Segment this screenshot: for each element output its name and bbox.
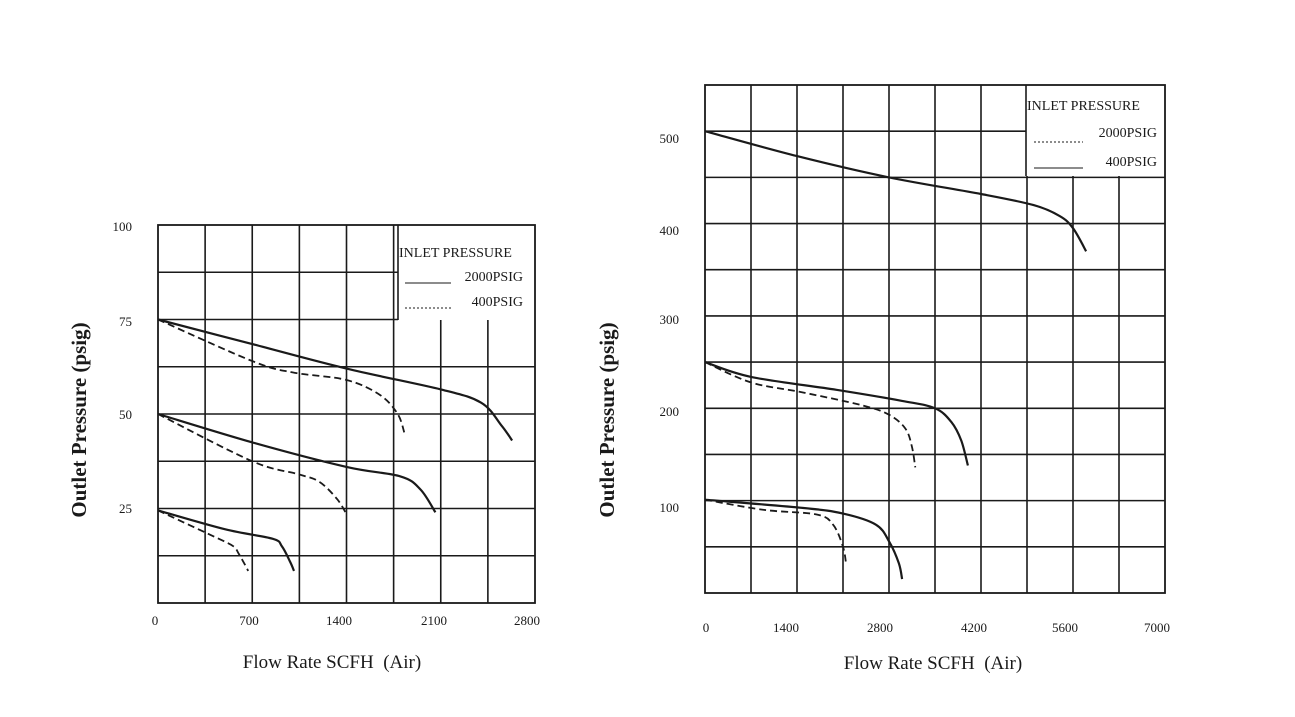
y-tick-label: 100 [113, 219, 133, 234]
series-group [704, 130, 1088, 580]
legend-label: 2000PSIG [1099, 126, 1157, 141]
x-tick-label: 2800 [867, 620, 893, 635]
legend-label: 400PSIG [472, 295, 523, 310]
chart-left: 0 700 1400 2100 2800 25 50 75 100 Flow Rate SCFH … [67, 219, 540, 673]
legend: INLET PRESSURE 2000PSIG 400PSIG [1027, 99, 1157, 170]
y-tick-label: 300 [660, 312, 680, 327]
y-axis-title: Outlet Pressure (psig) [67, 322, 91, 517]
y-tick-label: 400 [660, 223, 680, 238]
y-tick-label: 50 [119, 407, 132, 422]
grid [705, 85, 1165, 593]
series-line-solid [704, 361, 969, 466]
x-axis-title: Flow Rate SCFH (Air) [243, 652, 421, 673]
x-tick-label: 700 [239, 613, 259, 628]
series-line-dashed [157, 509, 249, 572]
x-tick-label: 1400 [773, 620, 799, 635]
series-line-solid [157, 412, 437, 513]
series-line-solid [704, 498, 904, 580]
series-line-dashed [157, 318, 406, 434]
chart-right: 0 1400 2800 4200 5600 7000 100 200 300 400 500 Flow… [595, 84, 1170, 674]
x-tick-label: 4200 [961, 620, 987, 635]
x-tick-label: 7000 [1144, 620, 1170, 635]
y-tick-label: 500 [660, 131, 680, 146]
series-line-dashed [704, 361, 917, 468]
x-tick-label: 2800 [514, 613, 540, 628]
x-tick-label: 0 [703, 620, 710, 635]
grid [158, 225, 535, 603]
series-line-solid [157, 318, 514, 442]
x-axis-title: Flow Rate SCFH (Air) [844, 653, 1022, 674]
legend-title: INLET PRESSURE [399, 246, 512, 261]
y-tick-label: 25 [119, 501, 132, 516]
series-line-dashed [157, 413, 348, 515]
y-tick-label: 100 [660, 500, 680, 515]
x-tick-label: 0 [152, 613, 159, 628]
legend-title: INLET PRESSURE [1027, 99, 1140, 114]
plot-frame [704, 84, 1166, 594]
series-line-solid [157, 509, 296, 572]
x-tick-label: 5600 [1052, 620, 1078, 635]
series-group [157, 318, 514, 572]
x-tick-label: 1400 [326, 613, 352, 628]
y-tick-label: 75 [119, 314, 132, 329]
x-tick-label: 2100 [421, 613, 447, 628]
series-line-dashed [704, 498, 848, 566]
series-line-solid [704, 130, 1088, 252]
legend-label: 400PSIG [1106, 155, 1157, 170]
y-tick-label: 200 [660, 404, 680, 419]
legend-label: 2000PSIG [465, 270, 523, 285]
y-axis-title: Outlet Pressure (psig) [595, 322, 619, 517]
legend: INLET PRESSURE 2000PSIG 400PSIG [399, 246, 523, 310]
